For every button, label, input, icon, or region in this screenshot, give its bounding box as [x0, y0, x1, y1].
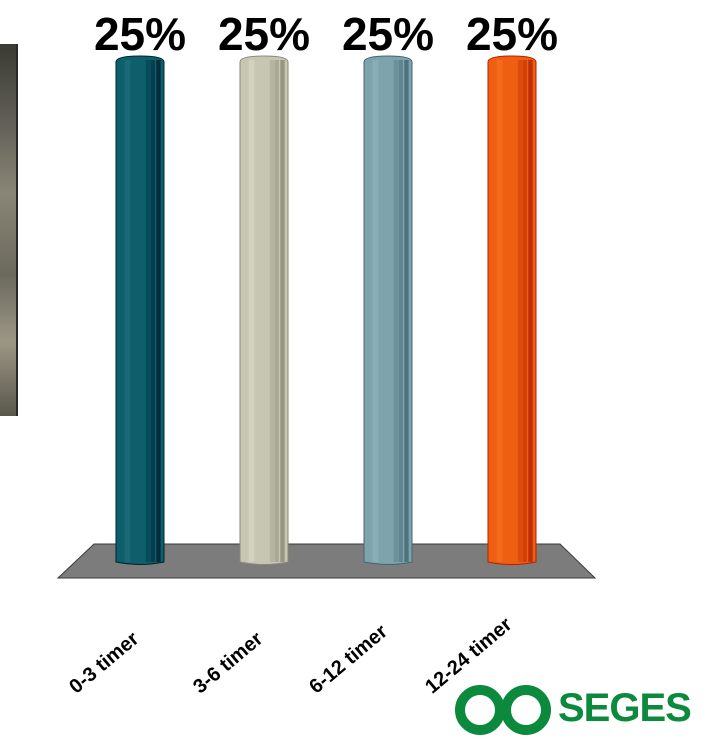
- logo-text: SEGES: [558, 686, 692, 730]
- bar-shading: [393, 60, 399, 562]
- bar-shading: [274, 60, 279, 562]
- bar-highlight: [248, 60, 255, 562]
- bar-shading: [269, 60, 275, 562]
- bar-shading: [522, 60, 527, 562]
- bar-1: [115, 55, 165, 565]
- bar-highlight: [124, 60, 131, 562]
- seges-rings-icon: [455, 685, 551, 735]
- bar-2: [239, 55, 289, 565]
- value-label: 25%: [342, 8, 434, 60]
- bar-shading: [404, 60, 409, 562]
- bar-3: [363, 55, 413, 565]
- value-label: 25%: [94, 8, 186, 60]
- bar-shading: [156, 60, 161, 562]
- seges-logo: SEGES: [452, 684, 702, 736]
- bar-shading: [517, 60, 523, 562]
- bar-highlight: [372, 60, 379, 562]
- background-photo: [0, 44, 18, 416]
- bar-shading: [145, 60, 151, 562]
- bar-shading: [150, 60, 155, 562]
- chart-floor: [56, 543, 597, 579]
- bar-shading: [528, 60, 533, 562]
- value-label: 25%: [218, 8, 310, 60]
- bar-4: [487, 55, 537, 565]
- value-label: 25%: [466, 8, 558, 60]
- bar-shading: [280, 60, 285, 562]
- bar-highlight: [496, 60, 503, 562]
- bar-shading: [398, 60, 403, 562]
